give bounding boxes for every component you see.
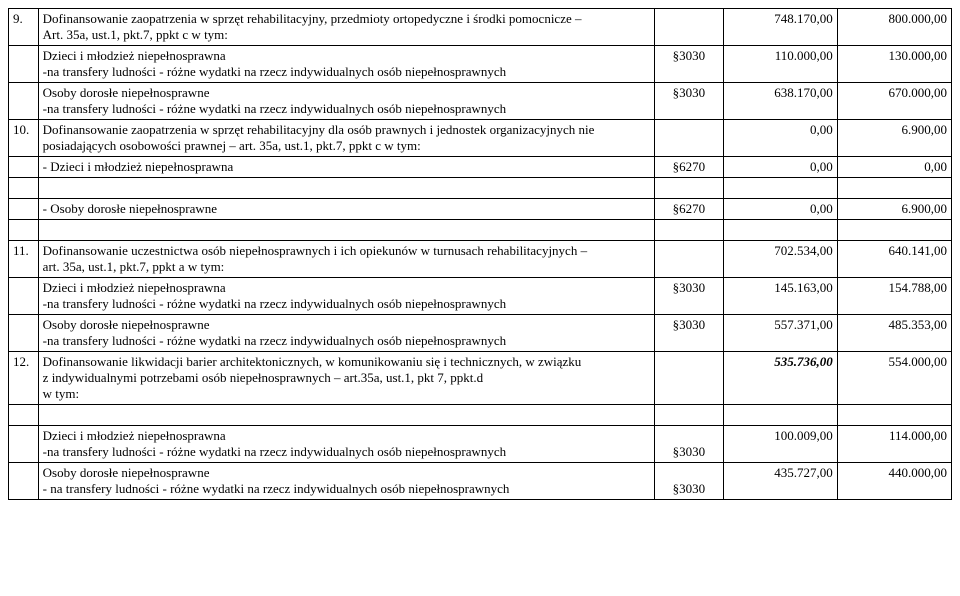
row-code: §6270 [655,157,723,178]
gap-cell [655,220,723,241]
row-description: - Osoby dorosłe niepełnosprawne [38,199,654,220]
row-number [9,83,39,120]
row-number: 10. [9,120,39,157]
row-code: §3030 [655,278,723,315]
row-code: §3030 [655,46,723,83]
row-value-1: 110.000,00 [723,46,837,83]
row-value-1: 0,00 [723,199,837,220]
gap-cell [9,178,39,199]
row-code [655,120,723,157]
table-row: - Osoby dorosłe niepełnosprawne§62700,00… [9,199,952,220]
row-description: Dzieci i młodzież niepełnosprawna -na tr… [38,278,654,315]
table-gap-row [9,220,952,241]
gap-cell [655,405,723,426]
gap-cell [38,405,654,426]
row-description: Dofinansowanie uczestnictwa osób niepełn… [38,241,654,278]
table-row: 11.Dofinansowanie uczestnictwa osób niep… [9,241,952,278]
row-code: §6270 [655,199,723,220]
row-number: 12. [9,352,39,405]
row-value-2: 6.900,00 [837,199,951,220]
gap-cell [723,178,837,199]
row-value-2: 554.000,00 [837,352,951,405]
row-value-1: 702.534,00 [723,241,837,278]
row-value-2: 485.353,00 [837,315,951,352]
row-code [655,352,723,405]
row-code: §3030 [655,83,723,120]
row-value-2: 154.788,00 [837,278,951,315]
row-value-1: 557.371,00 [723,315,837,352]
table-row: Osoby dorosłe niepełnosprawne -na transf… [9,83,952,120]
gap-cell [655,178,723,199]
row-value-1: 100.009,00 [723,426,837,463]
row-value-2: 640.141,00 [837,241,951,278]
row-description: Osoby dorosłe niepełnosprawne - na trans… [38,463,654,500]
row-value-2: 440.000,00 [837,463,951,500]
table-gap-row [9,178,952,199]
row-value-1: 0,00 [723,120,837,157]
table-row: 9.Dofinansowanie zaopatrzenia w sprzęt r… [9,9,952,46]
budget-table: 9.Dofinansowanie zaopatrzenia w sprzęt r… [8,8,952,500]
row-value-1: 0,00 [723,157,837,178]
gap-cell [723,220,837,241]
table-row: 12.Dofinansowanie likwidacji barier arch… [9,352,952,405]
row-description: - Dzieci i młodzież niepełnosprawna [38,157,654,178]
row-description: Dofinansowanie zaopatrzenia w sprzęt reh… [38,9,654,46]
row-value-1: 435.727,00 [723,463,837,500]
table-row: Dzieci i młodzież niepełnosprawna -na tr… [9,426,952,463]
row-value-1: 145.163,00 [723,278,837,315]
row-value-2: 670.000,00 [837,83,951,120]
row-description: Dofinansowanie zaopatrzenia w sprzęt reh… [38,120,654,157]
row-value-2: 6.900,00 [837,120,951,157]
row-value-2: 0,00 [837,157,951,178]
row-value-2: 800.000,00 [837,9,951,46]
row-code [655,241,723,278]
row-description: Osoby dorosłe niepełnosprawne -na transf… [38,315,654,352]
gap-cell [837,220,951,241]
row-value-2: 130.000,00 [837,46,951,83]
gap-cell [837,178,951,199]
row-value-2: 114.000,00 [837,426,951,463]
table-row: Dzieci i młodzież niepełnosprawna -na tr… [9,278,952,315]
gap-cell [38,220,654,241]
row-number: 11. [9,241,39,278]
table-row: Osoby dorosłe niepełnosprawne - na trans… [9,463,952,500]
row-number [9,426,39,463]
row-code: §3030 [655,463,723,500]
row-description: Osoby dorosłe niepełnosprawne -na transf… [38,83,654,120]
row-number [9,278,39,315]
gap-cell [9,220,39,241]
row-code [655,9,723,46]
table-row: Dzieci i młodzież niepełnosprawna -na tr… [9,46,952,83]
row-description: Dzieci i młodzież niepełnosprawna -na tr… [38,46,654,83]
row-description: Dzieci i młodzież niepełnosprawna -na tr… [38,426,654,463]
row-number [9,315,39,352]
table-gap-row [9,405,952,426]
gap-cell [837,405,951,426]
gap-cell [723,405,837,426]
table-row: - Dzieci i młodzież niepełnosprawna§6270… [9,157,952,178]
row-number [9,157,39,178]
row-code: §3030 [655,426,723,463]
row-number [9,46,39,83]
row-description: Dofinansowanie likwidacji barier archite… [38,352,654,405]
row-number [9,463,39,500]
row-value-1: 638.170,00 [723,83,837,120]
row-number [9,199,39,220]
row-value-1: 748.170,00 [723,9,837,46]
row-value-1: 535.736,00 [723,352,837,405]
row-number: 9. [9,9,39,46]
gap-cell [38,178,654,199]
row-code: §3030 [655,315,723,352]
table-row: Osoby dorosłe niepełnosprawne -na transf… [9,315,952,352]
gap-cell [9,405,39,426]
table-row: 10.Dofinansowanie zaopatrzenia w sprzęt … [9,120,952,157]
